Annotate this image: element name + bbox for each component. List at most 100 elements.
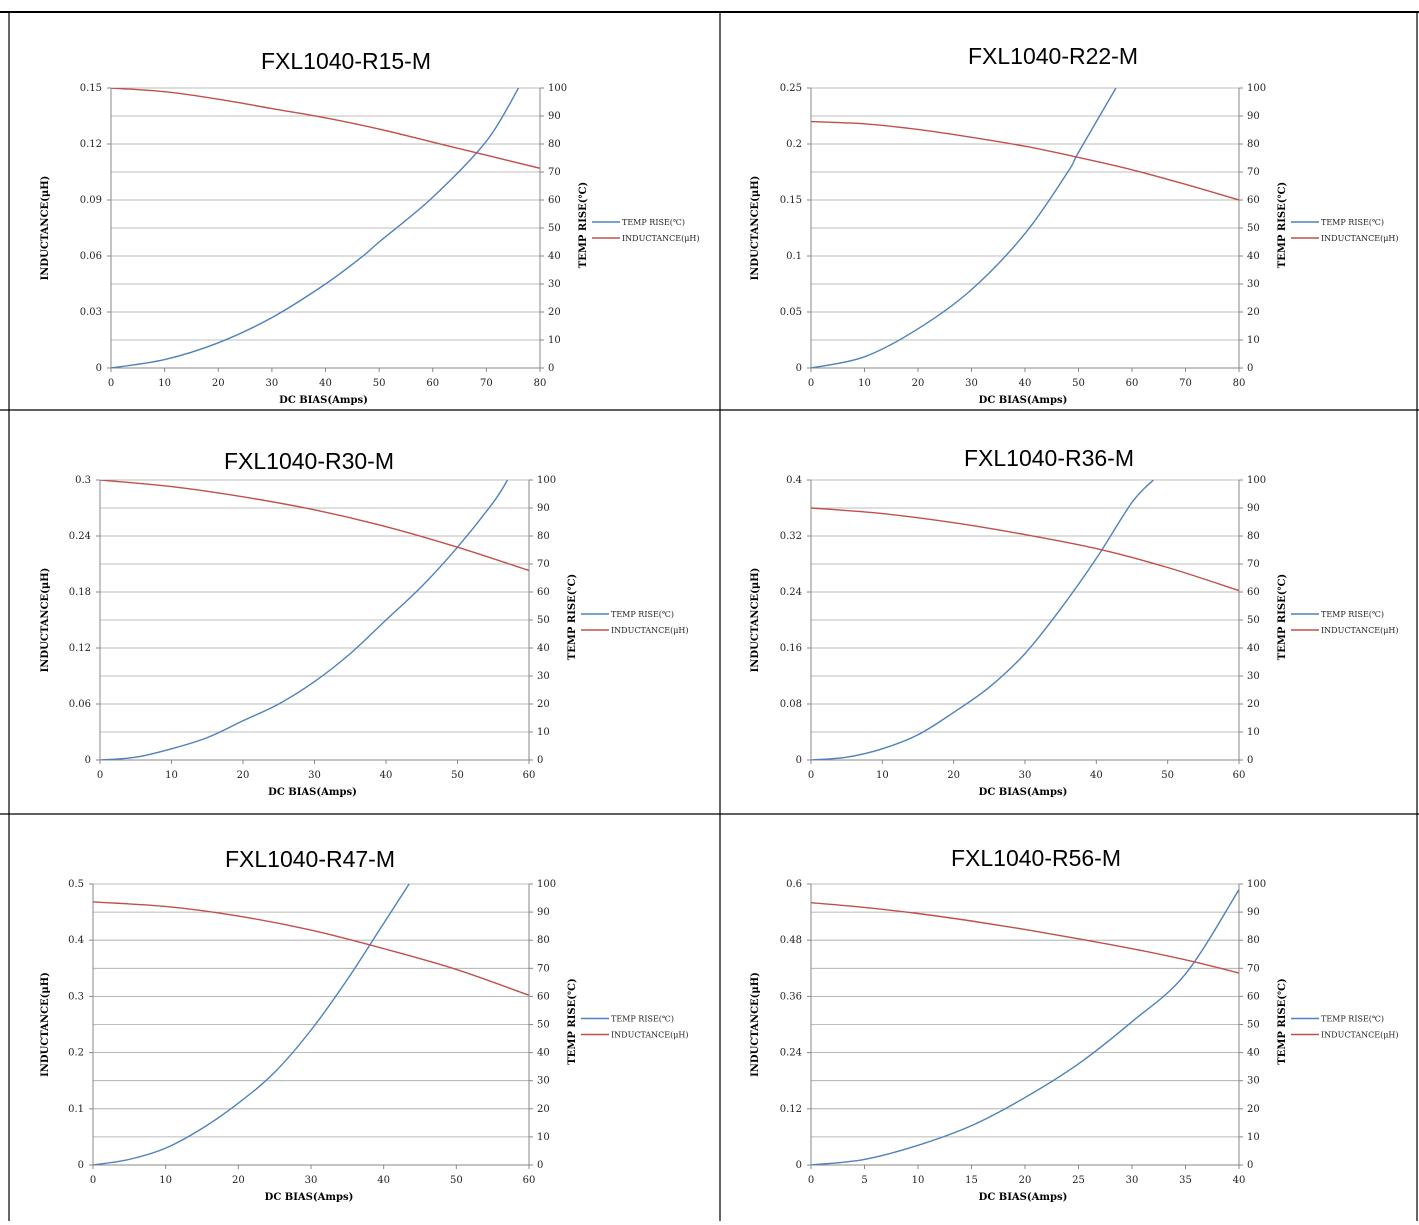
right-tick-label: 100 [537,475,556,486]
right-tick-label: 100 [537,879,556,890]
inductance-line [111,88,540,169]
legend-label-inductance: INDUCTANCE(μH) [1321,1031,1399,1040]
x-tick-label: 40 [319,378,332,389]
right-tick-label: 0 [1247,1160,1253,1171]
x-tick-label: 40 [1019,378,1032,389]
left-tick-label: 0.25 [780,83,802,94]
inductance-line [811,120,1239,201]
legend-label-inductance: INDUCTANCE(μH) [1321,234,1399,243]
x-tick-label: 10 [158,378,171,389]
inductance-line [811,507,1239,592]
legend-label-temp-rise: TEMP RISE(℃) [1321,610,1384,619]
x-tick-label: 60 [426,378,439,389]
x-tick-label: 10 [876,770,889,781]
right-tick-label: 40 [1247,251,1260,262]
x-axis-label: DC BIAS(Amps) [279,395,368,406]
right-tick-label: 60 [537,991,550,1002]
right-tick-label: 40 [1247,1048,1260,1059]
left-tick-label: 0.08 [780,699,802,710]
right-tick-label: 0 [548,363,554,374]
left-tick-label: 0.15 [80,83,102,94]
right-tick-label: 100 [1247,83,1266,94]
right-tick-label: 10 [1247,1132,1260,1143]
x-tick-label: 20 [237,770,250,781]
chart-title: FXL1040-R15-M [261,48,431,74]
left-tick-label: 0.12 [69,643,91,654]
right-tick-label: 40 [537,643,550,654]
x-tick-label: 0 [808,770,814,781]
x-tick-label: 10 [858,378,871,389]
right-tick-label: 50 [1247,223,1260,234]
x-tick-label: 80 [1233,378,1246,389]
right-tick-label: 90 [537,907,550,918]
chart-title: FXL1040-R36-M [964,445,1134,471]
left-tick-label: 0.16 [780,643,802,654]
right-tick-label: 30 [1247,1076,1260,1087]
right-tick-label: 30 [1247,671,1260,682]
right-tick-label: 50 [1247,615,1260,626]
right-tick-label: 70 [537,559,550,570]
right-tick-label: 40 [1247,643,1260,654]
right-tick-label: 100 [1247,475,1266,486]
right-tick-label: 10 [537,727,550,738]
x-tick-label: 25 [1072,1175,1085,1186]
right-tick-label: 50 [548,223,561,234]
right-tick-label: 50 [537,615,550,626]
left-tick-label: 0.3 [75,475,91,486]
x-tick-label: 10 [912,1175,925,1186]
x-tick-label: 20 [232,1175,245,1186]
x-tick-label: 60 [1233,770,1246,781]
left-tick-label: 0 [796,755,802,766]
left-tick-label: 0.24 [780,1048,802,1059]
x-tick-label: 80 [534,378,547,389]
left-tick-label: 0.12 [80,139,102,150]
right-tick-label: 60 [1247,195,1260,206]
right-tick-label: 0 [537,1160,543,1171]
right-tick-label: 20 [1247,699,1260,710]
legend-label-temp-rise: TEMP RISE(℃) [1321,218,1384,227]
left-tick-label: 0 [796,363,802,374]
right-tick-label: 90 [1247,907,1260,918]
x-axis-label: DC BIAS(Amps) [979,1192,1068,1203]
right-tick-label: 90 [548,111,561,122]
right-tick-label: 70 [537,963,550,974]
right-tick-label: 0 [1247,755,1253,766]
left-tick-label: 0.4 [68,935,84,946]
right-tick-label: 40 [537,1048,550,1059]
chart-title: FXL1040-R56-M [951,845,1121,871]
legend-label-temp-rise: TEMP RISE(℃) [611,1015,674,1024]
right-tick-label: 70 [1247,167,1260,178]
inductance-line [811,902,1239,974]
left-tick-label: 0.3 [68,991,84,1002]
x-tick-label: 40 [377,1175,390,1186]
x-axis-label: DC BIAS(Amps) [268,787,357,798]
left-tick-label: 0.06 [80,251,102,262]
right-tick-label: 90 [1247,111,1260,122]
right-tick-label: 70 [1247,963,1260,974]
left-tick-label: 0.2 [786,139,802,150]
right-tick-label: 80 [537,935,550,946]
x-tick-label: 30 [965,378,978,389]
legend-label-temp-rise: TEMP RISE(℃) [1321,1015,1384,1024]
left-tick-label: 0.24 [69,531,91,542]
chart-title: FXL1040-R30-M [224,448,394,474]
left-tick-label: 0.4 [786,475,802,486]
x-tick-label: 20 [212,378,225,389]
chart-title: FXL1040-R22-M [968,43,1138,69]
x-tick-label: 0 [808,1175,814,1186]
right-tick-label: 80 [1247,935,1260,946]
legend-label-inductance: INDUCTANCE(μH) [622,234,700,243]
x-tick-label: 10 [159,1175,172,1186]
right-tick-label: 60 [537,587,550,598]
x-tick-label: 50 [1161,770,1174,781]
x-tick-label: 20 [947,770,960,781]
legend-label-temp-rise: TEMP RISE(℃) [611,610,674,619]
x-tick-label: 60 [523,770,536,781]
right-tick-label: 80 [537,531,550,542]
x-tick-label: 40 [380,770,393,781]
legend-label-inductance: INDUCTANCE(μH) [1321,626,1399,635]
left-tick-label: 0 [78,1160,84,1171]
temp-rise-line [811,889,1239,1165]
